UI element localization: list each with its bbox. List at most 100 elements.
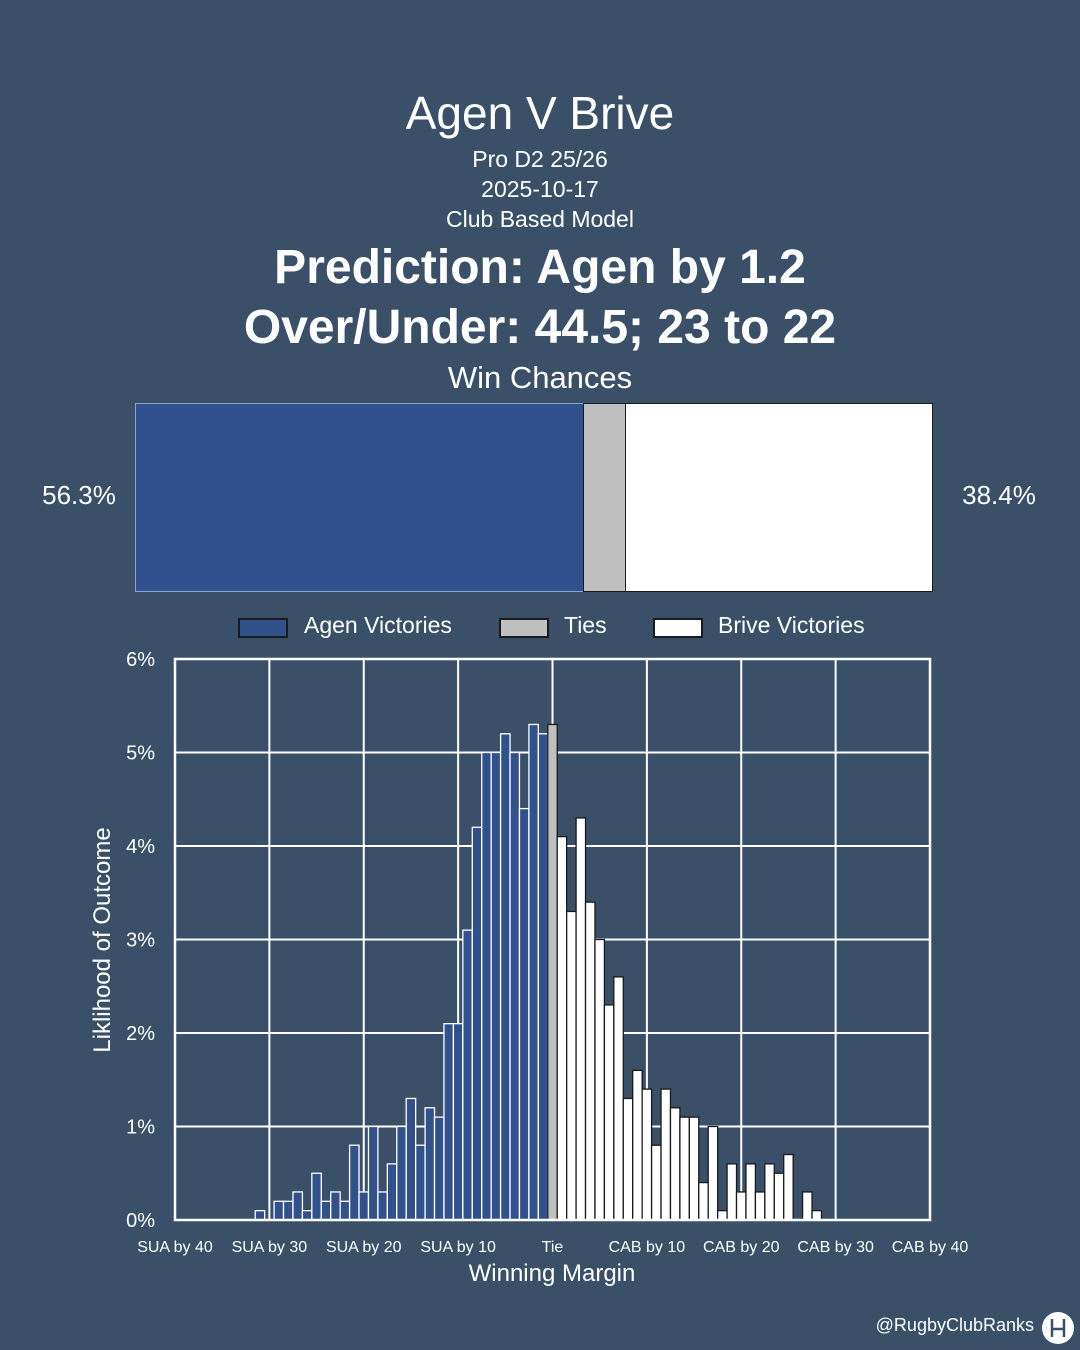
win-chances-title: Win Chances [447, 360, 633, 395]
bar-agen [509, 751, 521, 1221]
bar-agen [537, 733, 549, 1221]
bar-agen [415, 1144, 426, 1221]
bar-brive [735, 1191, 747, 1221]
home-win-percent: 56.3% [42, 480, 116, 510]
brand-logo-icon [1042, 1312, 1074, 1344]
prediction-text: Prediction: Agen by 1.2 [274, 241, 806, 294]
legend-label-home: Agen Victories [304, 612, 452, 638]
y-tick-label: 2% [126, 1023, 155, 1045]
bar-agen [273, 1200, 285, 1221]
x-axis-label: Winning Margin [469, 1260, 636, 1287]
win-bar-away-segment [625, 403, 933, 592]
bar-agen [254, 1210, 266, 1221]
bar-brive [717, 1210, 728, 1221]
bar-agen [339, 1200, 351, 1221]
bar-agen [386, 1163, 398, 1221]
bar-agen [443, 1022, 455, 1221]
bar-agen [490, 751, 502, 1221]
match-title: Agen V Brive [405, 87, 675, 139]
bar-brive [679, 1116, 690, 1221]
x-tick-label: CAB by 10 [609, 1239, 686, 1256]
y-axis-label: Liklihood of Outcome [89, 827, 116, 1052]
legend-swatch-away [653, 618, 703, 638]
win-chances-bar [135, 403, 933, 592]
bar-agen [320, 1200, 332, 1221]
bars [254, 723, 823, 1221]
league-label: Pro D2 25/26 [472, 146, 608, 172]
bar-agen [433, 1116, 445, 1221]
bar-agen [462, 929, 473, 1221]
y-tick-label: 5% [126, 743, 155, 765]
legend-label-tie: Ties [564, 612, 607, 638]
y-tick-label: 0% [126, 1210, 155, 1232]
bar-agen [471, 826, 483, 1221]
win-bar-home-segment [135, 403, 584, 592]
bar-tie [547, 723, 558, 1221]
bar-agen [405, 1097, 417, 1221]
y-tick-label: 3% [126, 930, 155, 952]
x-tick-label: CAB by 40 [892, 1239, 969, 1256]
bar-brive [754, 1191, 766, 1221]
bar-brive [622, 1097, 634, 1221]
y-tick-label: 6% [126, 649, 155, 671]
bar-agen [330, 1191, 341, 1221]
bar-brive [584, 901, 596, 1221]
bar-brive [726, 1163, 738, 1221]
plot-frame [173, 657, 932, 1222]
bar-brive [556, 835, 568, 1221]
bar-brive [801, 1191, 813, 1221]
y-tick-label: 1% [126, 1117, 155, 1139]
y-tick-label: 4% [126, 836, 155, 858]
bar-agen [481, 751, 492, 1221]
bar-brive [641, 1088, 653, 1221]
margin-distribution-chart: SUA by 40 SUA by 30 SUA by 20 SUA by 10 Tie C… [89, 649, 968, 1287]
legend-label-away: Brive Victories [718, 612, 865, 638]
bar-brive [632, 1069, 643, 1221]
x-tick-label: SUA by 10 [420, 1239, 496, 1256]
x-tick-label: CAB by 30 [797, 1239, 874, 1256]
x-tick-label: Tie [542, 1239, 564, 1256]
away-win-percent: 38.4% [962, 480, 1036, 510]
bar-agen [528, 723, 539, 1221]
bar-brive [698, 1181, 709, 1221]
bar-agen [292, 1191, 304, 1221]
bar-agen [301, 1210, 313, 1221]
bar-brive [707, 1125, 719, 1221]
bar-brive [566, 910, 577, 1221]
bar-brive [764, 1163, 775, 1221]
bar-brive [811, 1210, 823, 1221]
bar-brive [575, 817, 587, 1221]
bar-agen [499, 733, 511, 1221]
bar-agen [282, 1200, 294, 1221]
bar-brive [669, 1107, 681, 1221]
bar-brive [603, 1004, 615, 1221]
bar-brive [660, 1088, 672, 1221]
legend-swatch-home [238, 618, 288, 638]
x-tick-label: SUA by 30 [232, 1239, 308, 1256]
bar-agen [367, 1125, 379, 1221]
legend-swatch-tie [499, 618, 549, 638]
axes: SUA by 40 SUA by 30 SUA by 20 SUA by 10 Tie C… [126, 649, 968, 1256]
bar-brive [773, 1172, 785, 1221]
legend: Agen Victories Ties Brive Victories [0, 610, 1080, 642]
bar-brive [745, 1163, 757, 1221]
over-under-text: Over/Under: 44.5; 23 to 22 [243, 301, 837, 354]
bar-brive [783, 1153, 794, 1221]
bar-agen [424, 1107, 436, 1221]
model-label: Club Based Model [446, 206, 634, 232]
bar-agen [452, 1022, 464, 1221]
bar-agen [518, 807, 530, 1221]
bar-brive [650, 1144, 662, 1221]
bar-brive [613, 976, 624, 1221]
bar-brive [594, 938, 606, 1221]
watermark-handle: @RugbyClubRanks [875, 1315, 1034, 1335]
bar-agen [311, 1172, 322, 1221]
bar-agen [396, 1125, 407, 1221]
bar-brive [688, 1116, 700, 1221]
match-date: 2025-10-17 [481, 176, 599, 202]
x-tick-label: CAB by 20 [703, 1239, 780, 1256]
bar-agen [377, 1191, 388, 1221]
x-tick-label: SUA by 40 [137, 1239, 213, 1256]
bar-agen [358, 1191, 370, 1221]
bar-agen [348, 1144, 360, 1221]
